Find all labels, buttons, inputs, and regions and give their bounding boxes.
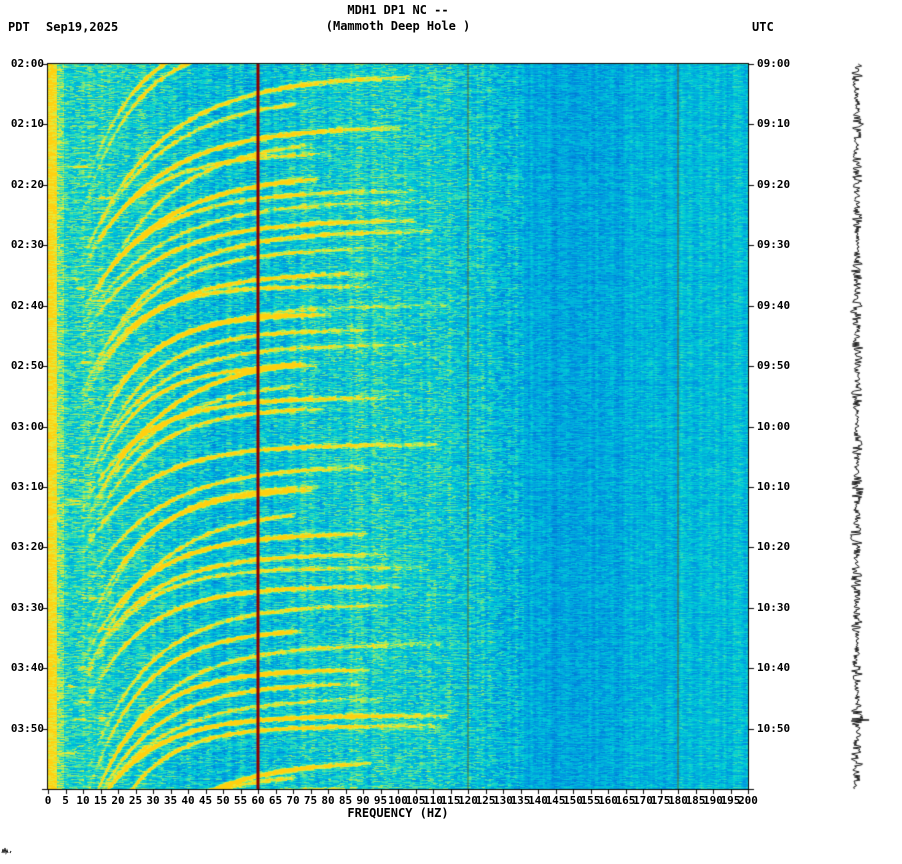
time-label: 02:40 xyxy=(10,298,44,312)
freq-label: 180 xyxy=(668,794,688,807)
time-label: 09:10 xyxy=(757,117,791,131)
freq-label: 30 xyxy=(146,794,160,807)
time-label: 10:00 xyxy=(757,419,791,433)
time-label: 10:20 xyxy=(757,540,791,554)
freq-label: 170 xyxy=(633,794,653,807)
freq-label: 105 xyxy=(405,794,426,807)
freq-label: 40 xyxy=(181,794,195,807)
freq-label: 185 xyxy=(685,794,706,807)
freq-label: 130 xyxy=(493,794,513,807)
time-label: 03:50 xyxy=(10,721,44,735)
freq-label: 115 xyxy=(440,794,461,807)
time-label: 02:30 xyxy=(10,238,44,252)
freq-label: 155 xyxy=(580,794,601,807)
time-label: 09:00 xyxy=(757,57,791,70)
time-label: 02:10 xyxy=(10,117,44,131)
time-label: 09:50 xyxy=(757,359,791,373)
freq-label: 85 xyxy=(338,794,353,807)
freq-label: 90 xyxy=(356,794,370,807)
time-label: 03:20 xyxy=(10,540,44,554)
date-label: Sep19,2025 xyxy=(46,20,119,34)
freq-label: 35 xyxy=(163,794,178,807)
freq-label: 60 xyxy=(251,794,265,807)
freq-label: 80 xyxy=(321,794,335,807)
timezone-right-label: UTC xyxy=(752,20,774,34)
freq-label: 10 xyxy=(76,794,90,807)
freq-label: 120 xyxy=(458,794,478,807)
time-label: 03:40 xyxy=(10,661,44,675)
freq-label: 145 xyxy=(545,794,566,807)
frequency-axis-title: FREQUENCY (HZ) xyxy=(347,806,449,820)
freq-label: 140 xyxy=(528,794,548,807)
time-label: 02:50 xyxy=(10,359,44,373)
time-label: 03:10 xyxy=(10,479,44,493)
time-label: 10:40 xyxy=(757,661,791,675)
freq-label: 50 xyxy=(216,794,230,807)
freq-label: 70 xyxy=(286,794,300,807)
freq-label: 45 xyxy=(198,794,213,807)
freq-label: 160 xyxy=(598,794,618,807)
freq-label: 75 xyxy=(303,794,318,807)
timezone-left-label: PDT xyxy=(8,20,30,34)
time-label: 10:10 xyxy=(757,479,791,493)
freq-label: 95 xyxy=(373,794,388,807)
freq-label: 165 xyxy=(615,794,636,807)
time-label: 10:30 xyxy=(757,600,791,614)
time-label: 09:20 xyxy=(757,177,791,191)
time-label: 02:20 xyxy=(10,177,44,191)
freq-label: 20 xyxy=(111,794,125,807)
freq-label: 25 xyxy=(128,794,143,807)
freq-label: 5 xyxy=(62,794,69,807)
time-label: 09:30 xyxy=(757,238,791,252)
freq-label: 110 xyxy=(423,794,443,807)
time-label: 09:40 xyxy=(757,298,791,312)
time-label: 03:00 xyxy=(10,419,44,433)
station-title: MDH1 DP1 NC -- xyxy=(347,3,449,17)
freq-label: 135 xyxy=(510,794,531,807)
station-subtitle: (Mammoth Deep Hole ) xyxy=(325,19,471,33)
freq-label: 55 xyxy=(233,794,248,807)
freq-label: 195 xyxy=(720,794,741,807)
freq-label: 0 xyxy=(44,794,52,807)
freq-label: 150 xyxy=(563,794,583,807)
time-label: 02:00 xyxy=(10,57,44,70)
freq-label: 100 xyxy=(388,794,408,807)
corner-artifact xyxy=(1,847,12,855)
time-label: 03:30 xyxy=(10,600,44,614)
freq-label: 65 xyxy=(268,794,283,807)
freq-label: 190 xyxy=(703,794,723,807)
freq-label: 15 xyxy=(93,794,108,807)
freq-label: 175 xyxy=(650,794,671,807)
freq-label: 200 xyxy=(738,794,758,807)
time-label: 10:50 xyxy=(757,721,791,735)
freq-label: 125 xyxy=(475,794,496,807)
